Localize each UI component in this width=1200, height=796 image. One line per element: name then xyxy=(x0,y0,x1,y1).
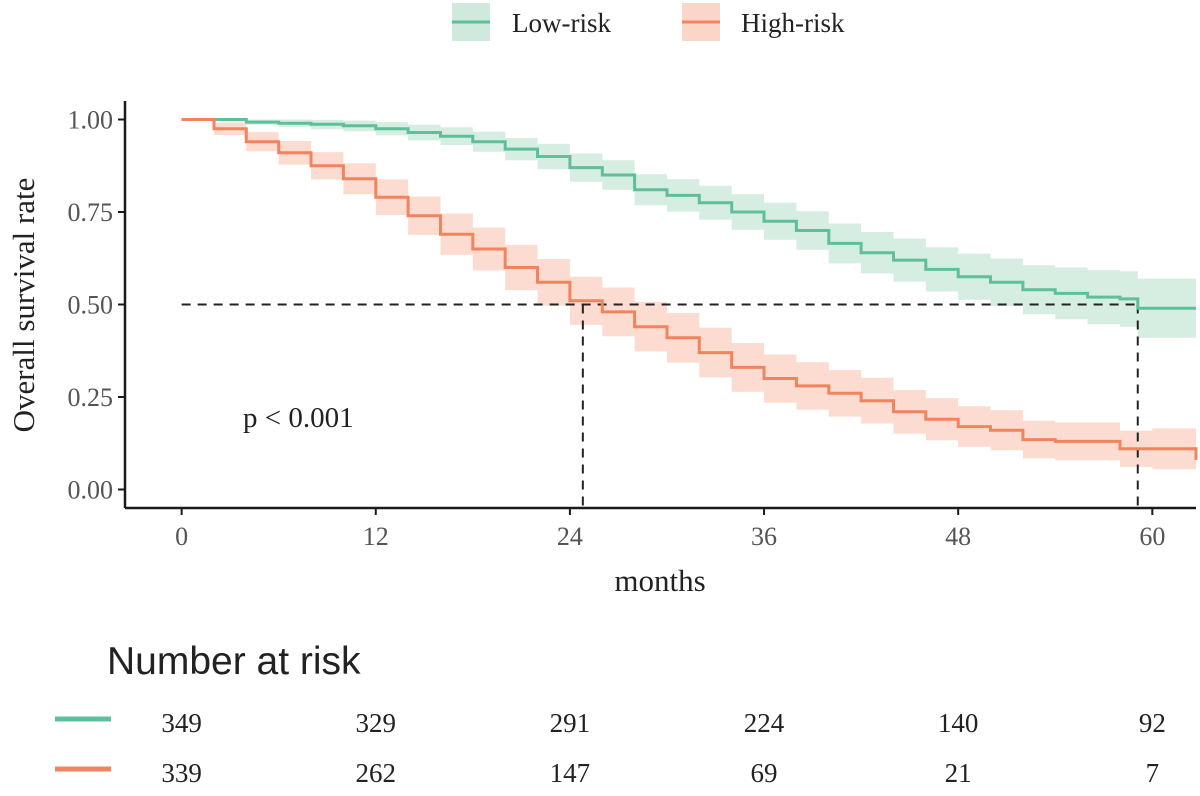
survival-curve-high-risk xyxy=(181,118,1198,460)
x-tick-label: 36 xyxy=(751,522,777,551)
y-axis-title: Overall survival rate xyxy=(6,178,41,433)
legend-label-low-risk: Low-risk xyxy=(512,8,611,38)
legend: Low-risk High-risk xyxy=(452,3,845,41)
x-tick-label: 60 xyxy=(1139,522,1165,551)
x-tick-label: 12 xyxy=(363,522,389,551)
risk-table-title: Number at risk xyxy=(107,640,361,683)
risk-count-low-risk: 92 xyxy=(1139,708,1166,738)
x-tick-label: 24 xyxy=(557,522,583,551)
ci-band-low-risk xyxy=(181,119,1197,342)
x-axis-title: months xyxy=(614,563,705,598)
x-axis-ticks: 0 12 24 36 48 60 xyxy=(175,508,1165,551)
risk-count-low-risk: 224 xyxy=(744,708,785,738)
survival-curve-low-risk xyxy=(181,118,1196,310)
y-tick-label: 0.50 xyxy=(68,291,114,320)
risk-count-high-risk: 262 xyxy=(356,758,397,788)
risk-table: 349 329 291 224 140 92 339 262 147 69 21 7 xyxy=(55,708,1166,788)
y-tick-label: 1.00 xyxy=(68,106,114,135)
y-tick-label: 0.00 xyxy=(68,476,114,505)
risk-count-low-risk: 140 xyxy=(938,708,979,738)
y-tick-label: 0.25 xyxy=(68,383,114,412)
risk-count-high-risk: 339 xyxy=(161,758,202,788)
x-tick-label: 0 xyxy=(175,522,188,551)
risk-count-high-risk: 7 xyxy=(1146,758,1160,788)
risk-count-low-risk: 291 xyxy=(550,708,591,738)
p-value-annotation: p < 0.001 xyxy=(243,402,354,434)
median-survival-lines xyxy=(181,303,1139,508)
confidence-bands xyxy=(181,119,1197,479)
risk-count-high-risk: 69 xyxy=(751,758,778,788)
risk-count-high-risk: 21 xyxy=(945,758,972,788)
ci-band-high-risk xyxy=(181,119,1197,479)
y-tick-label: 0.75 xyxy=(68,198,114,227)
y-axis-ticks: 0.00 0.25 0.50 0.75 1.00 xyxy=(68,106,125,505)
x-tick-label: 48 xyxy=(945,522,971,551)
risk-count-low-risk: 329 xyxy=(356,708,397,738)
survival-curves xyxy=(181,118,1198,460)
legend-label-high-risk: High-risk xyxy=(741,8,845,38)
risk-count-low-risk: 349 xyxy=(161,708,202,738)
risk-count-high-risk: 147 xyxy=(550,758,591,788)
